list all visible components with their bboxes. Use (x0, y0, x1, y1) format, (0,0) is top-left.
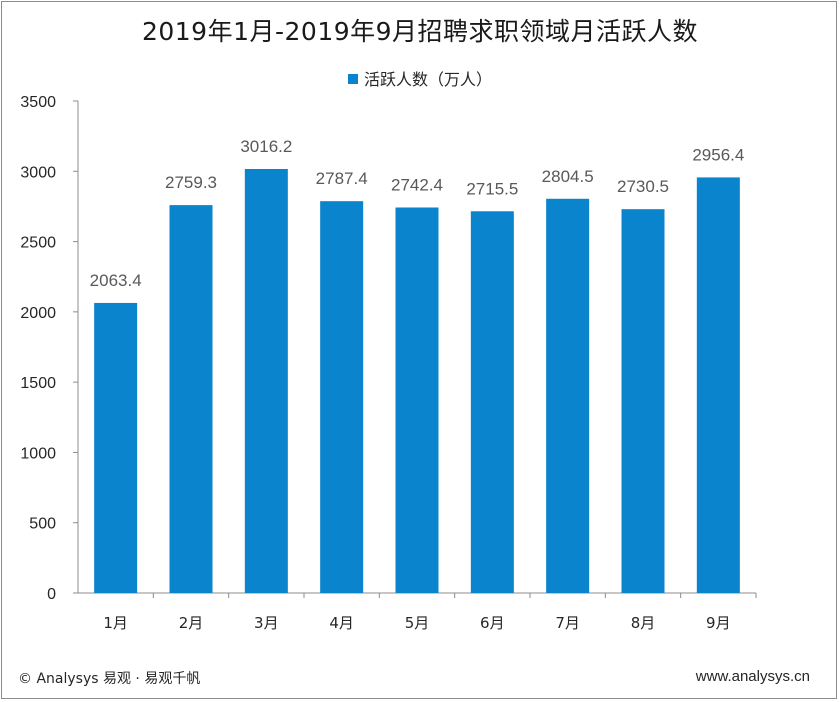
y-tick-label: 2500 (20, 235, 56, 252)
data-label: 2742.4 (391, 175, 443, 194)
y-tick-label: 3500 (20, 94, 56, 111)
footer-source: © Analysys 易观 · 易观千帆 (18, 671, 201, 687)
bar (470, 211, 514, 593)
y-tick-label: 1500 (20, 375, 56, 392)
data-label: 2956.4 (692, 145, 744, 164)
x-tick-label: 9月 (706, 614, 731, 632)
x-tick-label: 7月 (555, 614, 580, 632)
bar (320, 201, 364, 593)
x-tick-label: 6月 (480, 614, 505, 632)
bar (395, 207, 439, 593)
x-tick-label: 4月 (329, 614, 354, 632)
bar (94, 302, 138, 593)
data-label: 2759.3 (165, 173, 217, 192)
bar (244, 169, 288, 593)
y-tick-label: 0 (47, 586, 56, 603)
y-tick-label: 3000 (20, 164, 56, 181)
y-tick-label: 1000 (20, 445, 56, 462)
footer-website: www.analysys.cn (695, 668, 810, 685)
x-tick-label: 3月 (254, 614, 279, 632)
x-tick-label: 5月 (405, 614, 430, 632)
legend-swatch (347, 74, 358, 84)
bar (621, 209, 665, 593)
bar (169, 205, 213, 593)
data-label: 2787.4 (316, 169, 368, 188)
data-label: 2730.5 (617, 177, 669, 196)
x-tick-label: 1月 (103, 614, 128, 632)
data-label: 2804.5 (542, 167, 594, 186)
chart-title: 2019年1月-2019年9月招聘求职领域月活跃人数 (141, 17, 699, 46)
y-tick-label: 2000 (20, 305, 56, 322)
data-label: 2715.5 (466, 179, 518, 198)
bar (696, 177, 740, 594)
bar (546, 198, 590, 593)
x-tick-label: 8月 (631, 614, 656, 632)
legend-label: 活跃人数（万人） (363, 70, 492, 89)
legend: 活跃人数（万人） (0, 66, 840, 90)
data-label: 3016.2 (240, 137, 292, 156)
data-label: 2063.4 (90, 271, 142, 290)
x-tick-label: 2月 (179, 614, 204, 632)
y-tick-label: 500 (29, 516, 56, 533)
